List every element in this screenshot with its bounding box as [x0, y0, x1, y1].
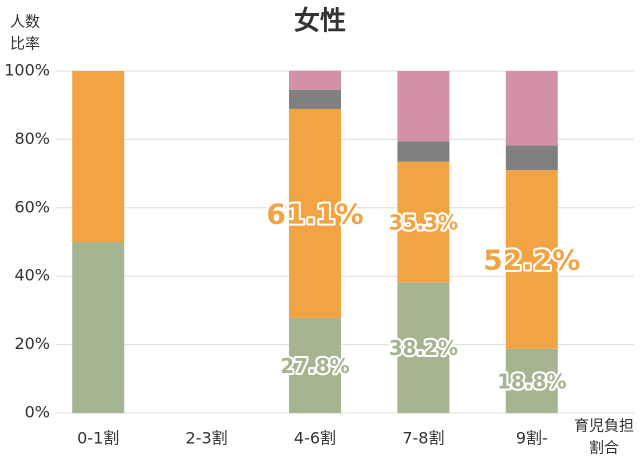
- y-axis-label: 人数: [10, 13, 40, 31]
- bar-segment: [505, 71, 558, 146]
- value-label: 35.3%: [389, 210, 458, 234]
- bar-segment: [505, 170, 558, 349]
- chart-title: 女性: [294, 6, 346, 37]
- x-tick-label: 7-8割: [402, 429, 444, 448]
- x-tick-label: 4-6割: [294, 429, 336, 448]
- x-tick-label: 0-1割: [77, 429, 119, 448]
- bar-segment: [397, 71, 450, 142]
- bar-segment: [505, 145, 558, 171]
- bar-segment: [289, 317, 341, 413]
- value-label: 38.2%: [389, 336, 458, 360]
- x-tick-label: 2-3割: [186, 429, 228, 448]
- bar-segment: [289, 89, 341, 109]
- y-tick-label: 80%: [14, 129, 50, 148]
- x-axis-label: 割合: [589, 439, 619, 457]
- bar-segment: [397, 141, 450, 162]
- x-tick-label: 9割-: [516, 429, 548, 448]
- y-tick-label: 100%: [4, 61, 50, 80]
- y-tick-label: 20%: [14, 334, 50, 353]
- value-label: 61.1%: [266, 197, 363, 230]
- value-label: 52.2%: [483, 243, 580, 276]
- y-axis-label: 比率: [10, 35, 40, 53]
- bar-segment: [289, 108, 341, 318]
- x-axis-label: 育児負担: [574, 417, 634, 435]
- bar-segment: [397, 161, 450, 283]
- y-tick-label: 0%: [25, 403, 50, 422]
- bar-segment: [72, 71, 125, 242]
- value-label: 18.8%: [497, 369, 566, 393]
- bar-segment: [505, 348, 558, 413]
- y-tick-label: 40%: [14, 266, 50, 285]
- bar-segment: [289, 70, 341, 90]
- y-tick-label: 60%: [14, 197, 50, 216]
- value-label: 27.8%: [280, 354, 349, 378]
- bar-segment: [397, 282, 450, 413]
- bar-segment: [72, 242, 125, 413]
